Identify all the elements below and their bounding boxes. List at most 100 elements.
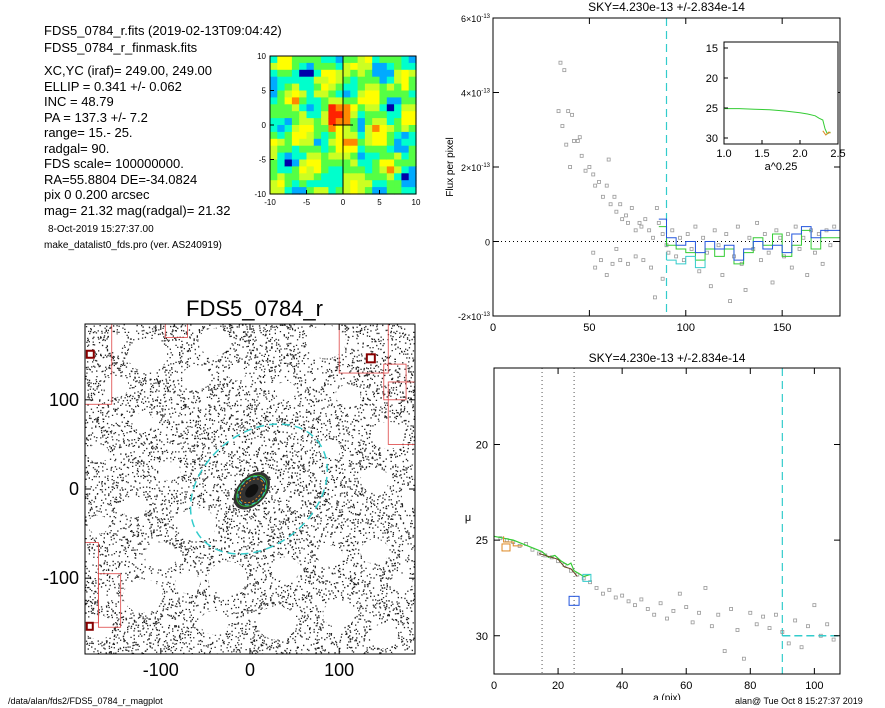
contour-cell xyxy=(379,173,388,181)
contour-cell xyxy=(299,125,308,133)
mu-point xyxy=(780,630,785,634)
contour-cell xyxy=(328,97,337,105)
mu-blue-box xyxy=(568,595,580,606)
contour-cell xyxy=(372,111,381,119)
contour-cell xyxy=(321,145,329,154)
contour-cell xyxy=(328,104,337,112)
contour-cell xyxy=(328,187,337,195)
flux-point xyxy=(575,139,580,143)
contour-cell xyxy=(277,62,286,71)
contour-cell xyxy=(270,125,278,133)
contour-cell xyxy=(364,118,373,126)
contour-cell xyxy=(372,56,381,64)
flux-point xyxy=(641,258,646,263)
contour-cell xyxy=(379,83,388,92)
flux-title: SKY=4.230e-13 +/-2.834e-14 xyxy=(588,0,745,14)
contour-cell xyxy=(313,118,322,126)
flux-point xyxy=(614,247,619,251)
contour-cell xyxy=(372,180,381,188)
contour-cell xyxy=(364,56,373,64)
contour-cell xyxy=(328,76,337,85)
contour-cell xyxy=(364,62,373,71)
flux-point xyxy=(755,220,760,225)
contour-cell xyxy=(379,76,388,85)
flux-point xyxy=(797,247,802,251)
contour-cell xyxy=(328,145,337,154)
contour-cell xyxy=(408,104,417,112)
contour-cell xyxy=(357,56,366,64)
contour-cell xyxy=(313,62,322,71)
contour-ytick-label: -10 xyxy=(254,190,266,199)
contour-cell xyxy=(335,118,344,126)
contour-cell xyxy=(372,145,381,154)
contour-cell xyxy=(328,111,337,119)
contour-cell xyxy=(291,138,300,147)
inset-ytick-label: 25 xyxy=(706,103,718,115)
contour-cell xyxy=(270,83,278,92)
contour-cell xyxy=(343,76,351,85)
inset-orange-curve xyxy=(822,130,831,136)
contour-cell xyxy=(401,76,410,85)
flux-point xyxy=(651,235,655,240)
flux-point xyxy=(701,235,706,240)
flux-point xyxy=(618,258,623,263)
contour-cell xyxy=(284,173,293,181)
contour-cell xyxy=(284,97,293,105)
contour-cell xyxy=(270,76,278,85)
contour-cell xyxy=(321,152,329,161)
contour-cell xyxy=(321,62,329,71)
mask-blob xyxy=(401,490,415,506)
contour-cell xyxy=(364,83,373,92)
contour-cell xyxy=(357,145,366,154)
contour-cell xyxy=(357,166,366,174)
flux-ytick-label: 6×10-13 xyxy=(461,14,491,24)
contour-cell xyxy=(291,145,300,154)
contour-cell xyxy=(335,76,344,85)
contour-cell xyxy=(313,145,322,154)
mu-point xyxy=(812,603,817,608)
contour-cell xyxy=(401,159,410,167)
contour-cell xyxy=(386,159,395,167)
mask-rect xyxy=(338,324,389,374)
contour-cell xyxy=(350,131,359,140)
contour-cell xyxy=(350,83,359,92)
contour-cell xyxy=(401,104,410,112)
footer-timestamp: alan@ Tue Oct 8 15:27:37 2019 xyxy=(735,696,863,706)
flux-point xyxy=(614,209,619,214)
flux-point xyxy=(608,202,613,207)
galaxy-core xyxy=(245,484,259,498)
contour-cell xyxy=(401,180,410,188)
contour-cell xyxy=(379,159,388,167)
contour-cell xyxy=(343,69,351,78)
flux-point xyxy=(778,235,783,240)
mu-point xyxy=(831,637,836,642)
contour-cell xyxy=(270,97,278,105)
contour-xtick-label: 10 xyxy=(412,198,421,207)
contour-ytick-label: 10 xyxy=(257,52,266,61)
contour-cell xyxy=(350,111,359,119)
contour-cell xyxy=(372,131,381,140)
contour-cell xyxy=(364,138,373,147)
contour-xtick-label: 5 xyxy=(377,198,382,207)
contour-cell xyxy=(343,90,351,98)
mu-point xyxy=(658,601,663,606)
contour-cell xyxy=(335,131,344,140)
contour-cell xyxy=(372,166,381,174)
contour-cell xyxy=(350,152,359,161)
contour-cell xyxy=(343,83,351,92)
flux-point xyxy=(639,224,644,229)
contour-cell xyxy=(372,159,381,167)
contour-cell xyxy=(343,56,351,64)
contour-cell xyxy=(401,69,410,78)
contour-cell xyxy=(394,69,402,78)
contour-cell xyxy=(357,104,366,112)
contour-cell xyxy=(364,187,373,195)
image-xtick-label: 0 xyxy=(245,660,255,680)
contour-xtick-label: 0 xyxy=(341,198,346,207)
contour-cell xyxy=(277,90,286,98)
contour-cell xyxy=(328,125,337,133)
mask-blob xyxy=(182,365,211,390)
inset-green-curve xyxy=(724,108,831,135)
contour-cell xyxy=(321,159,329,167)
contour-cell xyxy=(401,131,410,140)
